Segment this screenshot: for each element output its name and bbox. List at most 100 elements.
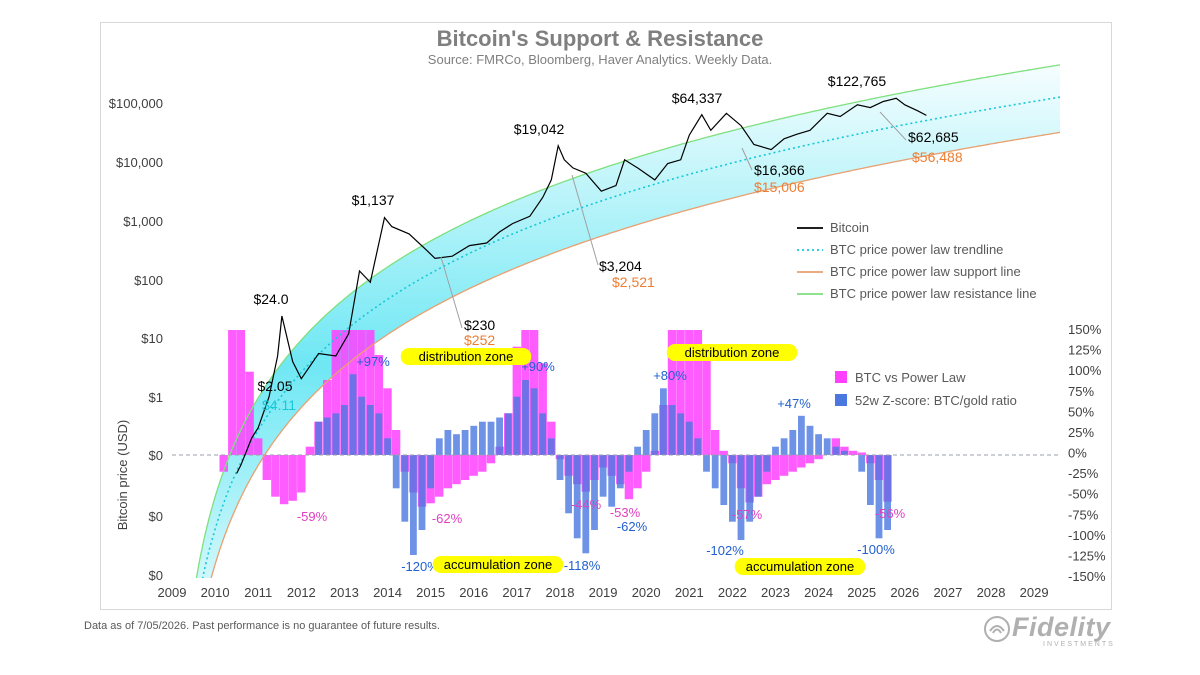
percent-annotation: -118%	[564, 558, 601, 573]
y-tick-left: $0	[149, 568, 163, 583]
y-tick-left: $1,000	[123, 214, 163, 229]
trendline	[201, 96, 1060, 578]
zscore-bar	[384, 438, 391, 455]
zscore-bar	[763, 455, 771, 472]
y-tick-right: -50%	[1068, 487, 1099, 502]
x-tick: 2021	[675, 585, 704, 600]
zscore-bar	[815, 434, 822, 455]
zscore-bar	[737, 455, 745, 540]
zscore-bar	[556, 455, 564, 480]
btc-vs-power-law-bar	[435, 455, 444, 497]
percent-annotation: -44%	[571, 497, 602, 512]
zscore-bar	[660, 388, 667, 455]
legend-swatch	[835, 394, 847, 406]
chart-subtitle: Source: FMRCo, Bloomberg, Haver Analytic…	[427, 52, 773, 67]
zscore-bar	[375, 413, 383, 455]
zone-annotation: accumulation zone	[746, 559, 854, 574]
zscore-bar	[401, 455, 409, 522]
btc-vs-power-law-bar	[685, 330, 694, 455]
price-annotation: $16,366	[754, 162, 805, 178]
percent-annotation: -62%	[617, 519, 648, 534]
btc-vs-power-law-bar	[771, 455, 780, 480]
y-tick-right: -25%	[1068, 466, 1099, 481]
zscore-bar	[349, 374, 357, 455]
btc-vs-power-law-bar	[538, 363, 547, 455]
power-law-band	[196, 64, 1060, 578]
legend-label: 52w Z-score: BTC/gold ratio	[855, 393, 1017, 408]
resistance-line	[195, 64, 1060, 578]
x-tick: 2017	[502, 585, 531, 600]
x-tick: 2015	[416, 585, 445, 600]
fidelity-logo-subtext: INVESTMENTS	[1043, 641, 1115, 648]
btc-vs-power-law-bar	[676, 330, 685, 455]
annotation-leader-line	[571, 174, 599, 266]
legend-label: Bitcoin	[830, 220, 869, 235]
zscore-bar	[315, 421, 322, 455]
btc-vs-power-law-bar	[452, 455, 461, 485]
zscore-bar	[496, 417, 503, 455]
btc-vs-power-law-bar	[297, 455, 306, 493]
y-tick-right: 0%	[1068, 446, 1087, 461]
legend-label: BTC vs Power Law	[855, 370, 966, 385]
zscore-bar	[410, 455, 417, 555]
y-tick-left: $100	[134, 273, 163, 288]
legend-label: BTC price power law trendline	[830, 242, 1003, 257]
zone-annotation: distribution zone	[419, 349, 514, 364]
btc-vs-power-law-bar	[366, 330, 375, 455]
zscore-bar	[625, 455, 633, 472]
zscore-bar	[772, 446, 779, 455]
percent-annotation: -59%	[297, 509, 328, 524]
zscore-bar	[435, 438, 443, 455]
zscore-bar	[591, 455, 598, 530]
percent-annotation: -100%	[857, 542, 895, 557]
zscore-bar	[858, 455, 866, 472]
zscore-bar	[358, 396, 366, 455]
price-annotation: $2,521	[612, 274, 655, 290]
btc-vs-power-law-bar	[219, 455, 228, 472]
btc-vs-power-law-bar	[633, 455, 642, 489]
y-tick-right: -75%	[1068, 507, 1099, 522]
btc-vs-power-law-bar	[340, 330, 349, 455]
x-tick: 2020	[632, 585, 661, 600]
zone-highlight	[734, 558, 866, 575]
price-annotation: $62,685	[908, 129, 959, 145]
zscore-bar	[668, 405, 676, 455]
zscore-bar	[539, 413, 547, 455]
zscore-bar	[341, 405, 348, 455]
x-tick: 2014	[373, 585, 402, 600]
zone-highlight	[432, 556, 564, 573]
zscore-bar	[884, 455, 891, 530]
btc-vs-power-law-bar	[702, 355, 711, 455]
zscore-bar	[832, 446, 840, 455]
percent-annotation: -56%	[875, 506, 906, 521]
x-tick: 2024	[804, 585, 833, 600]
price-annotation: $3,204	[599, 258, 642, 274]
percent-annotation: +80%	[653, 368, 687, 383]
y-tick-right: 50%	[1068, 404, 1094, 419]
zscore-bar	[841, 450, 848, 455]
y-tick-right: 125%	[1068, 343, 1102, 358]
zscore-bar	[875, 455, 883, 539]
zscore-bar	[685, 421, 693, 455]
x-tick: 2018	[546, 585, 575, 600]
x-tick: 2011	[244, 585, 272, 600]
btc-vs-power-law-bar	[262, 455, 271, 480]
x-tick: 2027	[933, 585, 962, 600]
percent-annotation: +97%	[356, 354, 390, 369]
x-tick: 2028	[977, 585, 1006, 600]
zone-highlight	[666, 344, 798, 361]
price-annotation: $56,488	[912, 149, 963, 165]
btc-vs-power-law-bar	[271, 455, 280, 497]
price-annotation: $252	[464, 332, 495, 348]
y-tick-left: $0	[149, 448, 163, 463]
x-tick: 2023	[761, 585, 790, 600]
btc-vs-power-law-bar	[693, 330, 703, 455]
zscore-bar	[677, 413, 685, 455]
btc-vs-power-law-bar	[460, 455, 470, 480]
btc-vs-power-law-bar	[357, 330, 366, 455]
y-axis-label: Bitcoin price (USD)	[115, 420, 130, 531]
zscore-bar	[323, 417, 331, 455]
zscore-bar	[479, 421, 486, 455]
zscore-bar	[599, 455, 607, 497]
